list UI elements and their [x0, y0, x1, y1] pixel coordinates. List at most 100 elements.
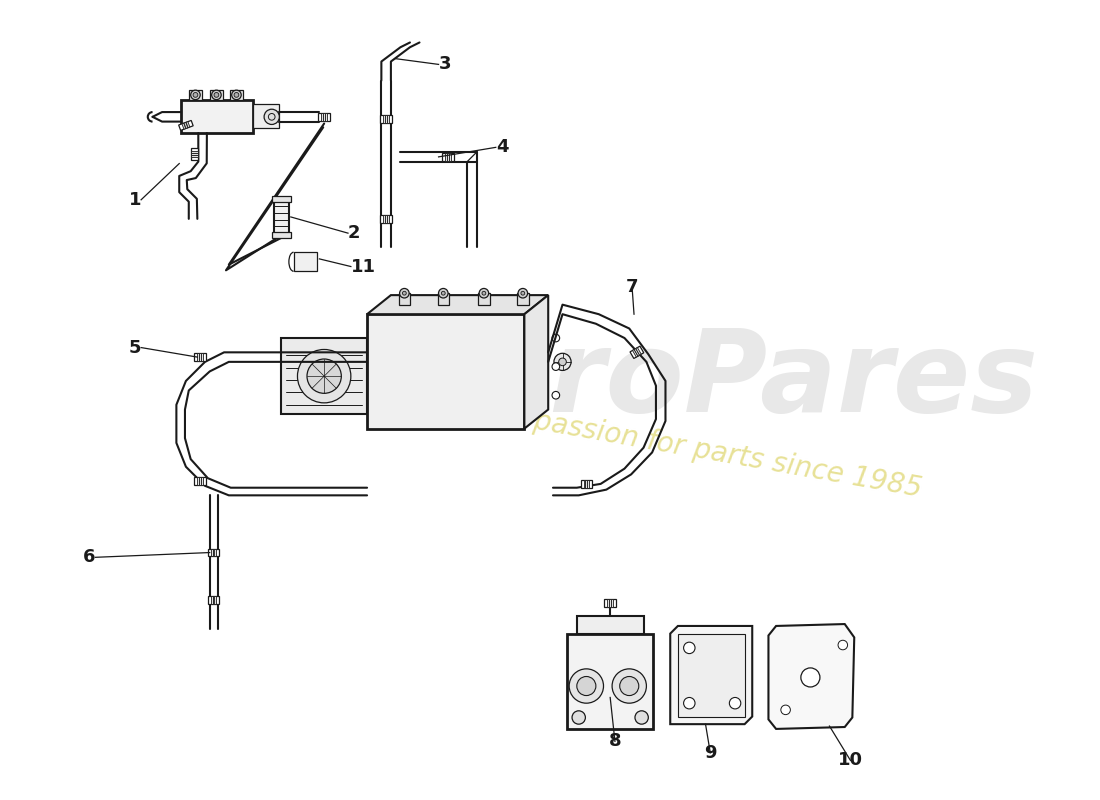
Polygon shape: [272, 196, 290, 202]
Circle shape: [572, 711, 585, 724]
Text: a passion for parts since 1985: a passion for parts since 1985: [506, 402, 924, 502]
Polygon shape: [381, 215, 392, 222]
Polygon shape: [214, 597, 217, 604]
Polygon shape: [478, 294, 490, 305]
Polygon shape: [630, 346, 644, 358]
Circle shape: [232, 90, 241, 100]
Polygon shape: [769, 624, 855, 729]
Polygon shape: [587, 480, 590, 488]
Circle shape: [552, 391, 560, 399]
Polygon shape: [211, 597, 212, 604]
Polygon shape: [447, 153, 449, 161]
Polygon shape: [211, 549, 212, 556]
Circle shape: [801, 668, 820, 687]
Text: 10: 10: [838, 751, 862, 770]
Polygon shape: [585, 480, 587, 488]
Polygon shape: [318, 113, 330, 121]
Polygon shape: [517, 294, 528, 305]
Circle shape: [480, 289, 488, 298]
Polygon shape: [323, 113, 326, 121]
Polygon shape: [383, 115, 385, 122]
Polygon shape: [605, 599, 616, 607]
Polygon shape: [178, 121, 194, 130]
Text: 1: 1: [129, 190, 141, 209]
Polygon shape: [321, 113, 323, 121]
Circle shape: [214, 93, 219, 98]
Polygon shape: [201, 478, 203, 485]
Circle shape: [781, 705, 791, 714]
Polygon shape: [568, 634, 653, 729]
Polygon shape: [272, 232, 290, 238]
Text: 9: 9: [704, 744, 716, 762]
Text: 4: 4: [496, 138, 508, 156]
Polygon shape: [581, 480, 592, 488]
Circle shape: [521, 291, 525, 295]
Bar: [230, 90, 243, 100]
Circle shape: [441, 291, 446, 295]
Bar: [210, 90, 223, 100]
Text: 2: 2: [348, 224, 361, 242]
Circle shape: [307, 359, 341, 394]
Circle shape: [297, 350, 351, 403]
Polygon shape: [367, 295, 548, 314]
Circle shape: [439, 289, 448, 298]
Circle shape: [399, 289, 409, 298]
Polygon shape: [636, 348, 641, 355]
Polygon shape: [212, 549, 214, 556]
Polygon shape: [583, 480, 585, 488]
Text: 6: 6: [82, 548, 96, 566]
Polygon shape: [438, 294, 449, 305]
Polygon shape: [385, 115, 387, 122]
Circle shape: [194, 93, 198, 98]
Polygon shape: [609, 599, 612, 607]
Circle shape: [482, 291, 486, 295]
Polygon shape: [195, 478, 206, 485]
Polygon shape: [191, 148, 198, 160]
Circle shape: [552, 363, 560, 370]
Text: 8: 8: [608, 732, 622, 750]
Polygon shape: [398, 294, 410, 305]
Circle shape: [559, 358, 566, 366]
Polygon shape: [449, 153, 451, 161]
Polygon shape: [214, 549, 217, 556]
Bar: [678, 634, 745, 717]
Polygon shape: [612, 599, 613, 607]
Text: 3: 3: [439, 55, 451, 74]
Polygon shape: [186, 122, 190, 128]
Polygon shape: [670, 626, 752, 724]
Polygon shape: [191, 155, 198, 157]
Circle shape: [234, 93, 239, 98]
Circle shape: [264, 110, 279, 125]
Polygon shape: [199, 478, 201, 485]
Polygon shape: [446, 153, 448, 161]
Polygon shape: [208, 549, 219, 556]
Circle shape: [612, 669, 647, 703]
Circle shape: [635, 711, 648, 724]
Polygon shape: [385, 215, 387, 222]
Polygon shape: [468, 152, 476, 162]
Circle shape: [683, 642, 695, 654]
Text: 11: 11: [351, 258, 376, 275]
Polygon shape: [367, 314, 525, 429]
Circle shape: [838, 640, 848, 650]
Polygon shape: [442, 153, 454, 161]
Polygon shape: [282, 338, 367, 414]
Circle shape: [619, 677, 639, 695]
Polygon shape: [632, 350, 638, 357]
Polygon shape: [199, 354, 201, 361]
Polygon shape: [576, 617, 643, 634]
Polygon shape: [201, 354, 203, 361]
Text: 5: 5: [129, 338, 141, 357]
Circle shape: [190, 90, 200, 100]
Polygon shape: [208, 597, 219, 604]
Polygon shape: [182, 100, 253, 133]
Polygon shape: [326, 113, 327, 121]
Circle shape: [552, 334, 560, 342]
Polygon shape: [607, 599, 609, 607]
Polygon shape: [182, 123, 186, 129]
Circle shape: [211, 90, 221, 100]
Polygon shape: [191, 151, 198, 153]
Polygon shape: [253, 105, 279, 128]
Polygon shape: [195, 354, 206, 361]
Polygon shape: [525, 295, 548, 429]
